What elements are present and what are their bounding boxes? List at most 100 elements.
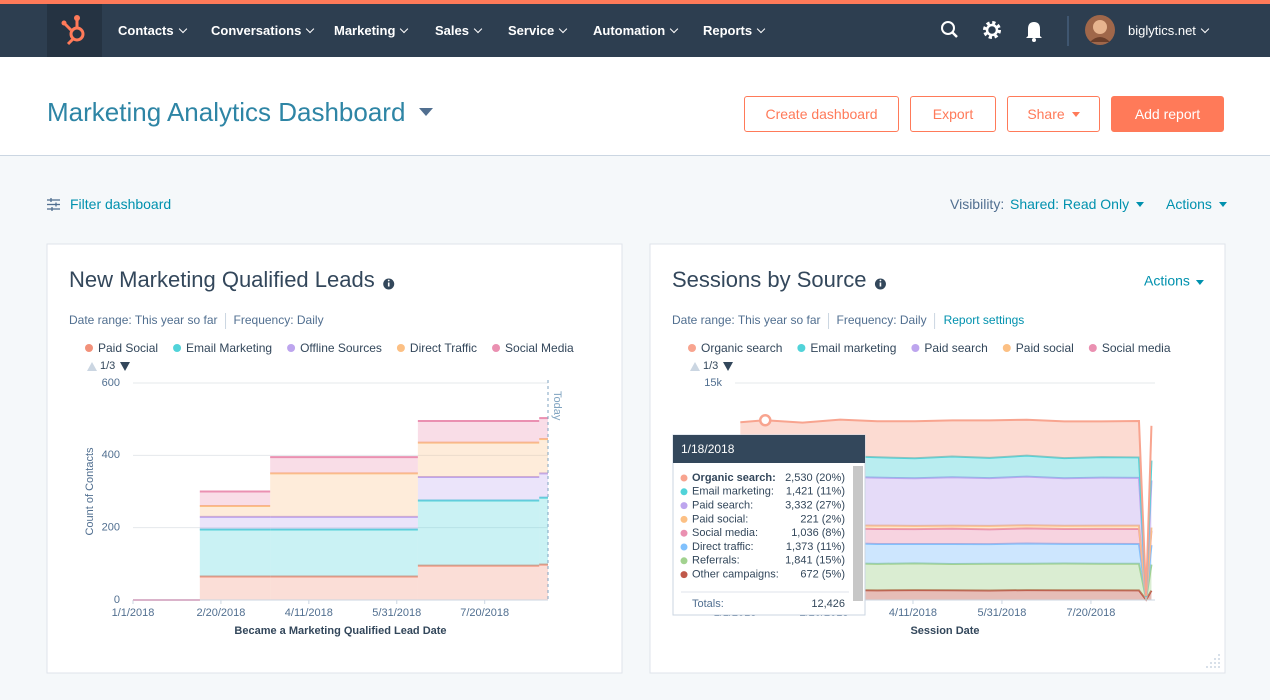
legend-label: Offline Sources	[300, 341, 382, 355]
nav-item[interactable]: Service	[508, 23, 566, 38]
avatar[interactable]	[1084, 14, 1116, 46]
legend-label: Direct Traffic	[410, 341, 477, 355]
info-icon-dot	[879, 279, 882, 282]
y-tick-label: 0	[114, 594, 120, 606]
x-tick-label: 5/31/2018	[372, 607, 421, 619]
settings-icon[interactable]	[983, 21, 1001, 39]
legend-label: Email Marketing	[186, 341, 272, 355]
tooltip-totals-label: Totals:	[692, 598, 724, 610]
filter-icon	[47, 198, 60, 211]
legend-label: Social Media	[505, 341, 574, 355]
tooltip-value: 1,421 (11%)	[786, 486, 845, 498]
tooltip-swatch	[680, 488, 688, 496]
frequency: Frequency: Daily	[837, 313, 927, 327]
tooltip	[672, 434, 866, 616]
step-area-segment	[270, 516, 418, 530]
export-button[interactable]: Export	[910, 96, 996, 132]
legend-label: Paid social	[1016, 341, 1074, 355]
nav-item[interactable]: Marketing	[334, 23, 407, 38]
legend-page: 1/3	[703, 360, 718, 372]
tooltip-label: Email marketing:	[692, 486, 774, 498]
report-title: Sessions by Source	[672, 267, 866, 292]
legend-label: Organic search	[701, 341, 782, 355]
report-settings[interactable]: Report settings	[944, 313, 1025, 327]
tooltip-scrollbar	[853, 466, 863, 601]
info-icon-dot	[387, 279, 390, 282]
step-area-segment	[417, 477, 540, 501]
tooltip-swatch	[680, 529, 688, 537]
step-area-segment	[199, 505, 271, 517]
tooltip-value: 1,841 (15%)	[785, 555, 845, 567]
tooltip-label: Direct traffic:	[692, 541, 754, 553]
x-tick-label: 7/20/2018	[460, 607, 509, 619]
date-range: Date range: This year so far	[69, 313, 218, 327]
notifications-icon[interactable]	[1026, 22, 1042, 42]
step-area-segment	[270, 529, 418, 577]
visibility-dropdown[interactable]: Shared: Read Only	[1010, 196, 1144, 212]
legend-page-up	[87, 362, 97, 371]
nav-item[interactable]: Conversations	[211, 23, 313, 38]
x-axis-label: Became a Marketing Qualified Lead Date	[234, 625, 446, 637]
step-area-segment	[539, 439, 548, 474]
logo-icon	[61, 15, 85, 46]
visibility-label: Visibility:	[950, 196, 1005, 212]
y-tick-label: 15k	[704, 377, 722, 389]
legend-swatch	[85, 344, 93, 352]
share-button[interactable]: Share	[1007, 96, 1100, 132]
report-actions[interactable]: Actions	[1144, 273, 1190, 289]
logo[interactable]	[47, 4, 102, 57]
step-area-segment	[270, 473, 418, 517]
tooltip-totals: 12,426	[811, 598, 845, 610]
legend-page-down	[723, 362, 733, 371]
add-report-button[interactable]: Add report	[1111, 96, 1224, 132]
y-tick-label: 600	[102, 377, 120, 389]
tooltip-label: Paid social:	[692, 513, 748, 525]
tooltip-swatch	[680, 543, 688, 551]
top-nav: Contacts Conversations Marketing Sales S…	[0, 0, 1270, 57]
nav-item[interactable]: Automation	[593, 23, 677, 38]
nav-item[interactable]: Reports	[703, 23, 764, 38]
tooltip-label: Paid search:	[692, 500, 753, 512]
tooltip-value: 3,332 (27%)	[785, 500, 845, 512]
account-menu[interactable]: biglytics.net	[1128, 23, 1208, 38]
nav-icons	[941, 16, 1069, 46]
filter-dashboard[interactable]: Filter dashboard	[70, 196, 172, 212]
nav-item[interactable]: Contacts	[118, 23, 186, 38]
tooltip-value: 1,373 (11%)	[786, 541, 845, 553]
search-icon[interactable]	[941, 21, 958, 38]
tooltip-value: 2,530 (20%)	[785, 472, 845, 484]
step-area-segment	[539, 497, 548, 565]
step-area-segment	[199, 529, 271, 577]
caret	[1195, 280, 1204, 285]
step-area-segment	[417, 420, 540, 443]
tooltip-date: 1/18/2018	[681, 442, 735, 456]
legend-swatch	[173, 344, 182, 352]
tooltip-label: Referrals:	[692, 555, 740, 567]
create-dashboard-button[interactable]: Create dashboard	[744, 96, 899, 132]
step-area-segment	[417, 442, 540, 478]
nav-item[interactable]: Sales	[435, 23, 481, 38]
tooltip-label: Organic search:	[692, 472, 776, 484]
step-area-segment	[417, 500, 540, 566]
legend-swatch	[797, 344, 806, 352]
frequency: Frequency: Daily	[234, 313, 324, 327]
legend-swatch	[688, 344, 696, 352]
step-area-segment	[199, 516, 271, 530]
report-card	[46, 243, 623, 674]
x-tick-label: 2/20/2018	[196, 607, 245, 619]
legend-swatch	[492, 344, 501, 352]
tooltip-value: 1,036 (8%)	[791, 527, 845, 539]
tooltip-swatch	[680, 557, 688, 565]
step-area-segment	[199, 491, 271, 506]
step-area-segment	[199, 576, 271, 600]
legend-swatch	[287, 344, 296, 352]
actions-dropdown[interactable]: Actions	[1166, 196, 1227, 212]
y-tick-label: 200	[102, 522, 120, 534]
legend-swatch	[1088, 344, 1097, 352]
step-area-segment	[270, 457, 418, 474]
tooltip-swatch	[680, 502, 688, 510]
y-tick-label: 400	[102, 449, 120, 461]
dashboard-title[interactable]: Marketing Analytics Dashboard	[47, 97, 433, 128]
